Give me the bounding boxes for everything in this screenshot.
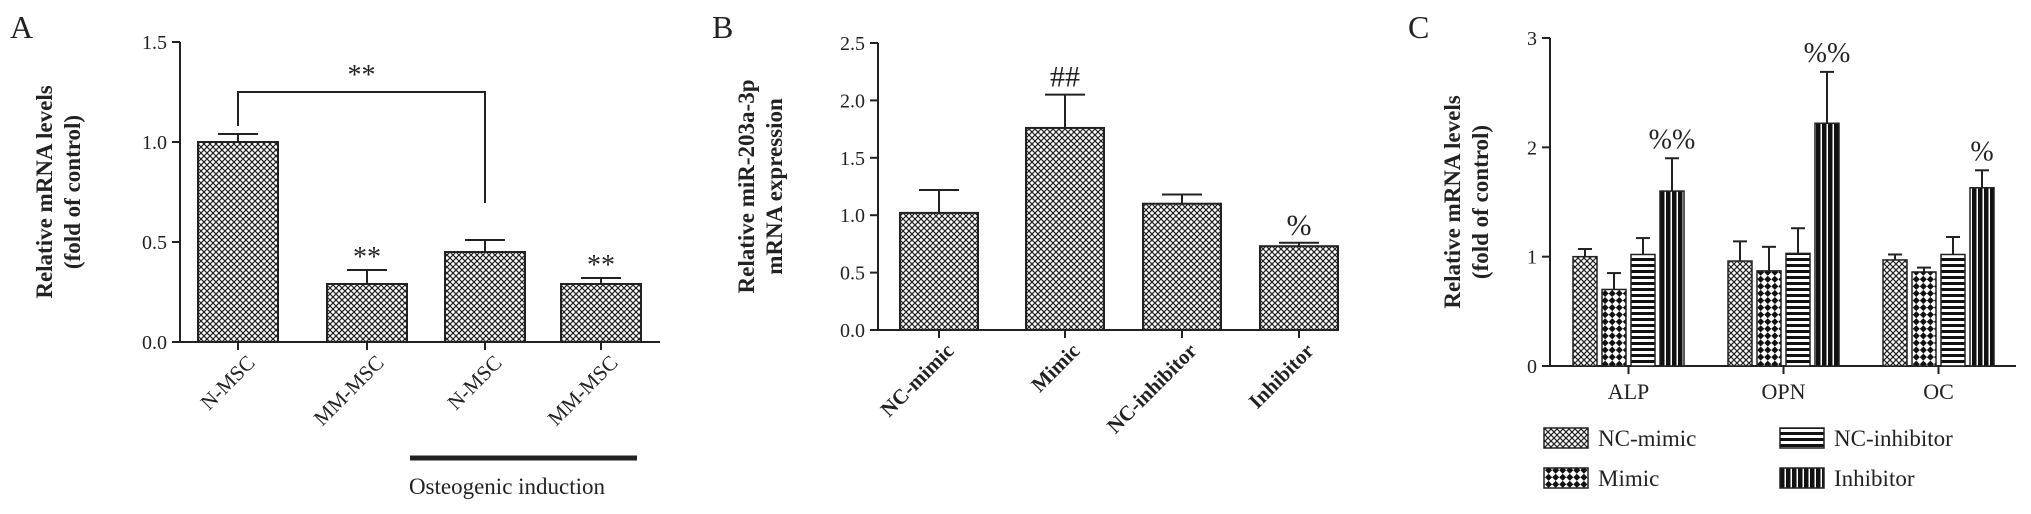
y-tick-label: 1.5 xyxy=(840,148,865,170)
y-axis-label: mRNA expression xyxy=(762,98,787,275)
significance-label: % xyxy=(1970,136,1993,167)
y-axis-label: Relative mRNA levels xyxy=(32,85,57,298)
y-tick-label: 0 xyxy=(1527,356,1537,378)
legend-swatch-mimic xyxy=(1543,467,1589,489)
bar-nc-inhibitor xyxy=(1940,253,1966,367)
bar-mimic xyxy=(1601,288,1627,367)
legend-label: Inhibitor xyxy=(1834,466,1915,491)
y-tick-label: 2.5 xyxy=(840,33,865,55)
y-axis-label: Relative miR-203a-3p xyxy=(734,80,759,294)
chart-panel-a: 0.0 0.5 1.0 1.5 Relative mRNA levels (fold of… xyxy=(32,32,660,499)
x-tick-label: N-MSC xyxy=(196,351,260,415)
comparison-bracket xyxy=(237,91,486,203)
y-axis-label: (fold of control) xyxy=(1468,125,1493,279)
x-tick-label: Inhibitor xyxy=(1244,339,1319,414)
bar xyxy=(197,141,279,343)
legend-swatch-nc-mimic xyxy=(1543,427,1589,449)
bar xyxy=(326,283,408,343)
y-tick-label: 2.0 xyxy=(840,90,865,112)
bar-mimic xyxy=(1911,271,1937,367)
y-tick-label: 1.0 xyxy=(142,132,167,154)
x-tick-label: NC-inhibitor xyxy=(1102,339,1201,438)
x-tick-label: Mimic xyxy=(1026,339,1084,397)
x-tick-label: MM-MSC xyxy=(309,351,389,431)
y-tick-label: 0.0 xyxy=(840,320,865,342)
x-tick-label: NC-mimic xyxy=(876,339,959,422)
y-axis-label: Relative mRNA levels xyxy=(1440,95,1465,308)
y-tick-label: 0.5 xyxy=(142,232,167,254)
bar xyxy=(560,283,642,343)
bar xyxy=(1142,202,1222,331)
bar-nc-inhibitor xyxy=(1630,253,1656,367)
legend-label: Mimic xyxy=(1598,466,1659,491)
y-tick-label: 1 xyxy=(1527,247,1537,269)
significance-label: %% xyxy=(1649,124,1696,155)
y-tick-label: 2 xyxy=(1527,137,1537,159)
x-category-label: OC xyxy=(1923,379,1954,404)
legend-swatch-nc-inhibitor xyxy=(1779,427,1825,449)
y-tick-label: 0.0 xyxy=(142,332,167,354)
legend-label: NC-inhibitor xyxy=(1834,426,1953,451)
y-tick-label: 1.0 xyxy=(840,205,865,227)
bar-nc-inhibitor xyxy=(1785,252,1811,367)
y-tick-label: 0.5 xyxy=(840,263,865,285)
significance-label: ** xyxy=(353,242,381,273)
significance-label: % xyxy=(1287,209,1312,242)
legend: NC-mimic Mimic NC-inhibitor Inhibitor xyxy=(1543,426,1953,491)
bar xyxy=(1259,245,1339,331)
y-tick-label: 1.5 xyxy=(142,32,167,54)
bracket-significance: ** xyxy=(348,60,376,91)
x-category-label: ALP xyxy=(1608,379,1650,404)
x-tick-label: N-MSC xyxy=(443,351,507,415)
bar-inhibitor xyxy=(1814,122,1840,367)
panel-label-c: C xyxy=(1408,9,1429,45)
legend-label: NC-mimic xyxy=(1598,426,1696,451)
x-category-label: OPN xyxy=(1761,379,1805,404)
bar-nc-mimic xyxy=(1572,255,1598,367)
bar-inhibitor xyxy=(1969,187,1995,367)
x-tick-label: MM-MSC xyxy=(543,351,623,431)
panel-label-b: B xyxy=(712,9,733,45)
chart-panel-c: 0 1 2 3 Relative mRNA levels (fold of control… xyxy=(1440,28,2016,491)
bar xyxy=(1025,126,1105,332)
bar xyxy=(899,211,979,332)
y-axis-label: (fold of control) xyxy=(60,115,85,269)
legend-swatch-inhibitor xyxy=(1779,467,1825,489)
y-tick-label: 3 xyxy=(1527,28,1537,50)
group-label: Osteogenic induction xyxy=(409,474,606,499)
bar-mimic xyxy=(1756,270,1782,367)
chart-panel-b: 0.0 0.5 1.0 1.5 2.0 2.5 Relative miR-203a-3p mR… xyxy=(734,33,1339,438)
significance-label: ** xyxy=(587,250,615,281)
bar-nc-mimic xyxy=(1882,259,1908,367)
significance-label: ## xyxy=(1050,61,1080,94)
significance-label: %% xyxy=(1804,38,1851,69)
panel-label-a: A xyxy=(10,9,33,45)
bar-nc-mimic xyxy=(1727,260,1753,367)
bar-inhibitor xyxy=(1659,190,1685,367)
bar xyxy=(444,251,526,343)
